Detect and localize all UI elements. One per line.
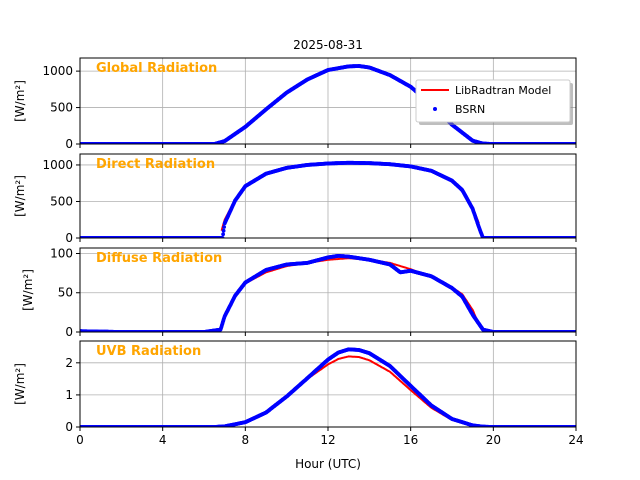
panel-title: Global Radiation (96, 61, 217, 76)
x-tick-label: 24 (568, 433, 583, 447)
y-tick-label: 1 (65, 388, 73, 402)
legend-box (415, 79, 571, 123)
y-tick-label: 100 (50, 246, 73, 260)
y-axis-label: [W/m²] (21, 269, 35, 311)
y-tick-label: 500 (50, 194, 73, 208)
x-tick-label: 16 (403, 433, 418, 447)
series-points-bsrn (80, 254, 576, 332)
legend-bsrn-swatch (433, 107, 437, 111)
x-axis-label: Hour (UTC) (295, 457, 361, 471)
y-tick-label: 0 (65, 420, 73, 434)
data-point-bsrn (222, 225, 227, 229)
data-point-bsrn (221, 228, 226, 233)
y-tick-label: 50 (58, 286, 73, 300)
panel-title: Direct Radiation (96, 157, 215, 172)
legend: LibRadtran Model BSRN (415, 79, 573, 125)
x-tick-label: 20 (486, 433, 501, 447)
data-point-bsrn (221, 232, 226, 237)
y-axis-label: [W/m²] (13, 363, 27, 405)
panel-2: 0 500 1000 Direct Radiation [W/m²] (13, 153, 577, 245)
x-tick-label: 0 (76, 433, 84, 447)
legend-model-label: LibRadtran Model (455, 84, 551, 97)
legend-bsrn-label: BSRN (455, 103, 485, 116)
y-tick-label: 0 (65, 137, 73, 151)
panel-1: 0 500 1000 Global Radiation [W/m²] (13, 57, 577, 151)
y-tick-label: 1000 (42, 158, 73, 172)
x-tick-label: 8 (242, 433, 250, 447)
y-axis-label: [W/m²] (13, 175, 27, 217)
y-tick-label: 1000 (42, 64, 73, 78)
series-line-model (219, 257, 480, 329)
y-tick-label: 2 (65, 356, 73, 370)
y-tick-label: 0 (65, 325, 73, 339)
panel-title: UVB Radiation (96, 344, 201, 359)
y-tick-label: 0 (65, 231, 73, 245)
x-tick-label: 4 (159, 433, 167, 447)
figure-date-title: 2025-08-31 (293, 38, 363, 52)
x-tick-label: 12 (320, 433, 335, 447)
panel-title: Diffuse Radiation (96, 251, 222, 266)
y-tick-label: 500 (50, 101, 73, 115)
panel-3: 0 50 100 Diffuse Radiation [W/m²] (21, 246, 577, 339)
y-axis-label: [W/m²] (13, 80, 27, 122)
